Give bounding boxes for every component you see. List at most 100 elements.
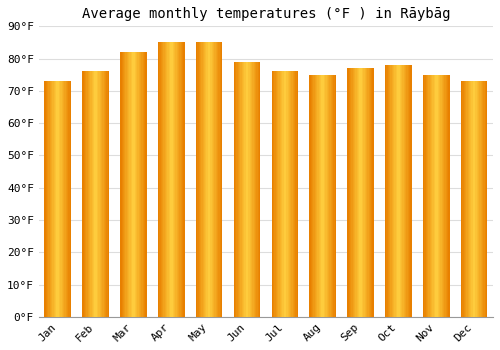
Bar [296,71,297,317]
Bar [144,52,146,317]
Bar [47,81,48,317]
Bar [94,71,96,317]
Bar [234,62,235,317]
Bar [310,75,311,317]
Bar [368,68,370,317]
Bar [332,75,334,317]
Bar [318,75,320,317]
Bar [252,62,254,317]
Bar [256,62,258,317]
Bar [132,52,134,317]
Bar [176,42,178,317]
Bar [352,68,354,317]
Bar [434,75,435,317]
Bar [401,65,402,317]
Bar [206,42,208,317]
Bar [122,52,123,317]
Bar [158,42,160,317]
Bar [240,62,242,317]
Bar [330,75,332,317]
Bar [480,81,481,317]
Bar [405,65,406,317]
Bar [406,65,408,317]
Bar [367,68,368,317]
Bar [288,71,289,317]
Bar [358,68,359,317]
Bar [210,42,212,317]
Bar [168,42,170,317]
Bar [63,81,64,317]
Bar [314,75,315,317]
Bar [213,42,214,317]
Bar [216,42,217,317]
Bar [290,71,292,317]
Bar [134,52,135,317]
Bar [371,68,372,317]
Bar [284,71,285,317]
Bar [356,68,358,317]
Bar [88,71,89,317]
Bar [82,71,84,317]
Bar [447,75,448,317]
Bar [363,68,364,317]
Bar [136,52,138,317]
Bar [276,71,277,317]
Bar [59,81,60,317]
Bar [128,52,130,317]
Bar [477,81,478,317]
Bar [468,81,469,317]
Bar [214,42,216,317]
Bar [278,71,280,317]
Bar [51,81,52,317]
Bar [423,75,424,317]
Bar [372,68,374,317]
Bar [432,75,434,317]
Bar [312,75,314,317]
Bar [90,71,92,317]
Bar [280,71,281,317]
Bar [362,68,363,317]
Bar [217,42,218,317]
Bar [274,71,276,317]
Bar [322,75,324,317]
Bar [272,71,273,317]
Bar [220,42,221,317]
Bar [446,75,447,317]
Bar [46,81,47,317]
Bar [86,71,88,317]
Bar [258,62,259,317]
Bar [409,65,410,317]
Bar [130,52,131,317]
Bar [316,75,318,317]
Bar [140,52,141,317]
Bar [297,71,298,317]
Bar [408,65,409,317]
Bar [85,71,86,317]
Bar [68,81,70,317]
Bar [124,52,126,317]
Bar [106,71,108,317]
Bar [135,52,136,317]
Bar [138,52,140,317]
Bar [484,81,486,317]
Bar [273,71,274,317]
Bar [100,71,101,317]
Bar [84,71,85,317]
Bar [478,81,480,317]
Bar [70,81,71,317]
Bar [285,71,286,317]
Bar [212,42,213,317]
Bar [277,71,278,317]
Bar [448,75,450,317]
Bar [435,75,436,317]
Bar [394,65,396,317]
Bar [324,75,326,317]
Bar [360,68,362,317]
Bar [182,42,183,317]
Bar [398,65,400,317]
Bar [66,81,67,317]
Bar [286,71,288,317]
Bar [93,71,94,317]
Bar [166,42,168,317]
Bar [469,81,470,317]
